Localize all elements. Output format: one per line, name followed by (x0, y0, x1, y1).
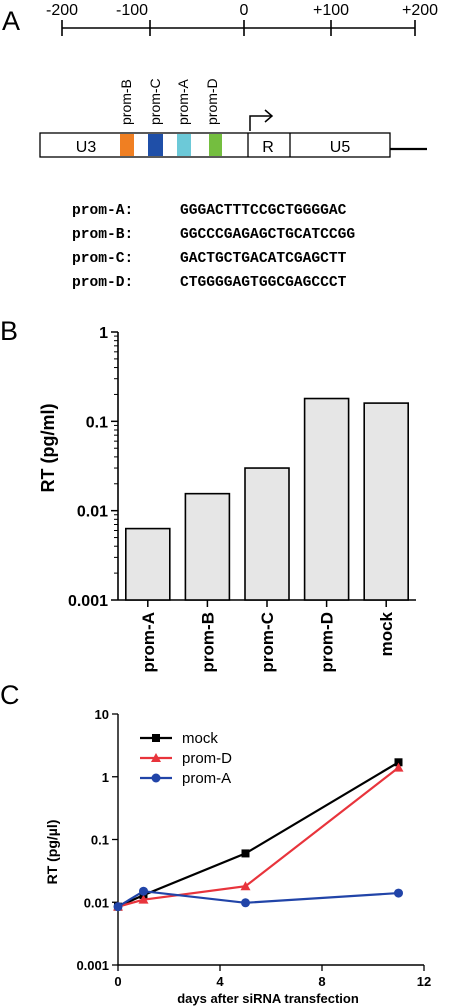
prom-b-label: prom-B (118, 79, 134, 125)
line-chart-y-tick-label: 0.1 (91, 833, 109, 848)
bar (184, 492, 231, 601)
panel-c: C RT (pg/µl) days after siRNA transfecti… (0, 680, 431, 1006)
seq-name: prom-C: (72, 251, 133, 267)
bar-chart-y-tick-label: 0.001 (68, 593, 108, 610)
data-point-mock (241, 849, 250, 858)
line-chart-y-tick-label: 10 (95, 707, 109, 722)
bar-category-label: prom-B (198, 612, 217, 672)
legend-label: prom-D (182, 750, 232, 767)
legend-marker (151, 753, 161, 762)
data-point-prom-A (113, 902, 123, 912)
seq-name: prom-A: (72, 203, 133, 219)
prom-c-label: prom-C (147, 78, 163, 125)
bar (125, 527, 171, 601)
r-label: R (262, 139, 274, 156)
prom-d-site (209, 134, 222, 156)
data-point-prom-D (240, 881, 251, 891)
panel-b-letter: B (0, 316, 18, 346)
data-point-prom-D (393, 762, 404, 772)
u3-label: U3 (76, 139, 97, 156)
bar-category-label: prom-D (318, 612, 337, 672)
seq-name: prom-D: (72, 275, 133, 291)
panel-a-letter: A (2, 6, 20, 36)
line-chart-x-tick-label: 12 (417, 974, 431, 989)
legend-marker (151, 773, 161, 783)
scale-label: +200 (402, 2, 438, 19)
line-chart-y-label: RT (pg/µl) (44, 820, 60, 885)
scale-label: -200 (46, 2, 78, 19)
scale-label: +100 (313, 2, 349, 19)
scale-label: -100 (116, 2, 148, 19)
panel-a: A -200 -100 0 +100 +200 prom-B prom-C pr… (2, 2, 438, 291)
prom-a-site (177, 134, 191, 156)
bar-chart-y-tick-label: 0.01 (77, 504, 108, 521)
panel-b: B RT (pg/ml) 0.001 0.01 0.1 1 prom-A prom-B pr… (0, 316, 416, 672)
seq-value: GGGACTTTCCGCTGGGGAC (180, 203, 347, 219)
series-line-mock (117, 761, 400, 908)
bar-category-label: mock (377, 611, 396, 656)
transcription-start-arrow (249, 109, 274, 131)
data-point-prom-A (394, 888, 403, 898)
bar (363, 402, 410, 601)
bar (244, 467, 290, 601)
scale-label: 0 (240, 2, 249, 19)
line-chart-y-tick-label: 1 (102, 770, 109, 785)
sequence-list: prom-A: GGGACTTTCCGCTGGGGAC prom-B: GGCC… (72, 203, 355, 291)
ltr-diagram: U3 R U5 (39, 109, 427, 158)
line-chart-x-label: days after siRNA transfection (177, 991, 359, 1006)
data-point-prom-A (241, 898, 250, 908)
prom-c-site (148, 134, 163, 156)
position-scale: -200 -100 0 +100 +200 (46, 2, 438, 36)
prom-b-site (120, 134, 134, 156)
line-chart-y-tick-label: 0.01 (84, 895, 109, 910)
bar-category-label: prom-A (139, 612, 158, 672)
series-line-prom-A (117, 890, 399, 908)
data-point-mock (394, 758, 403, 767)
bar-chart-y-tick-label: 1 (99, 325, 108, 342)
seq-value: GACTGCTGACATCGAGCTT (180, 251, 347, 267)
line-chart-x-tick-label: 8 (318, 974, 325, 989)
legend-marker (152, 734, 160, 742)
bar (303, 397, 350, 601)
line-chart-x-tick-label: 0 (114, 974, 121, 989)
line-chart-x-tick-label: 4 (216, 974, 224, 989)
series-line-prom-D (117, 766, 400, 908)
seq-value: GGCCCGAGAGCTGCATCCGG (180, 227, 355, 243)
legend-label: prom-A (182, 770, 231, 787)
panel-c-letter: C (0, 680, 20, 710)
u5-label: U5 (330, 139, 351, 156)
seq-name: prom-B: (72, 227, 133, 243)
data-point-prom-D (138, 894, 149, 904)
bar-chart-y-tick-label: 0.1 (86, 414, 108, 431)
data-point-prom-A (139, 886, 148, 896)
bar-category-label: prom-C (258, 612, 277, 672)
bar-chart-y-label: RT (pg/ml) (38, 404, 58, 493)
line-chart-y-tick-label: 0.001 (76, 958, 109, 973)
legend-label: mock (182, 730, 218, 747)
prom-a-label: prom-A (175, 78, 191, 125)
prom-d-label: prom-D (204, 78, 220, 125)
seq-value: CTGGGGAGTGGCGAGCCCT (180, 275, 347, 291)
